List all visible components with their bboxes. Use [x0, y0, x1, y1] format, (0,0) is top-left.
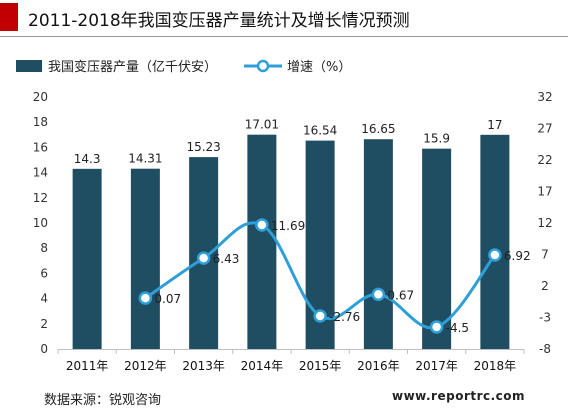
- y-left-tick-label: 12: [33, 191, 48, 205]
- line-value-label: 11.69: [271, 219, 305, 233]
- line-value-label: 0.67: [387, 288, 414, 302]
- bar-series: 14.3 14.31 15.23 17.01 16.54 16.65 15.9 17: [72, 118, 510, 349]
- line-value-label: -2.76: [329, 310, 360, 324]
- source-note: 数据来源：锐观咨询: [44, 393, 162, 408]
- title-bar: 2011-2018年我国变压器产量统计及增长情况预测: [0, 0, 568, 40]
- y-right-tick-label: 17: [537, 185, 552, 199]
- line-value-label: 6.43: [213, 252, 240, 266]
- line-point: [371, 287, 386, 302]
- y-left-tick-label: 20: [33, 90, 48, 104]
- page-title: 2011-2018年我国变压器产量统计及增长情况预测: [28, 11, 410, 31]
- y-left-tick-label: 0: [40, 342, 48, 356]
- y-left-tick-label: 6: [40, 266, 48, 280]
- legend-line-label: 增速（%）: [287, 60, 351, 75]
- y-right-tick-label: 2: [541, 279, 549, 293]
- bar: [247, 134, 277, 349]
- bar-value-label: 17: [487, 118, 502, 132]
- bar: [422, 148, 452, 349]
- line-value-label: -4.5: [446, 321, 469, 335]
- legend: 我国变压器产量（亿千伏安） 增速（%）: [16, 59, 351, 75]
- title-accent-block: [0, 3, 18, 31]
- line-point: [313, 309, 327, 323]
- y-left-tick-label: 2: [40, 317, 48, 331]
- y-right-tick-label: -3: [539, 311, 551, 325]
- y-left-tick-label: 14: [33, 166, 48, 180]
- legend-bar-label: 我国变压器产量（亿千伏安）: [48, 59, 217, 75]
- y-right-tick-label: 27: [537, 122, 552, 136]
- line-point: [138, 291, 153, 305]
- y-right-tick-label: -8: [539, 342, 551, 356]
- bar-value-label: 15.9: [423, 132, 450, 146]
- x-tick-label: 2013年: [182, 359, 225, 373]
- title-divider: [0, 36, 568, 37]
- combo-chart: 我国变压器产量（亿千伏安） 增速（%） 0 2 4 6 8 10 12 14 16 18 20 -8 -…: [16, 59, 553, 373]
- legend-bar-swatch: [16, 60, 42, 72]
- bar-value-label: 14.31: [128, 152, 162, 166]
- x-tick-label: 2017年: [415, 359, 458, 373]
- x-tick-label: 2012年: [124, 359, 167, 373]
- x-tick-label: 2015年: [299, 359, 342, 373]
- y-left-tick-label: 4: [40, 292, 48, 306]
- x-tick-label: 2016年: [357, 359, 400, 373]
- line-series: 0.07 6.43 11.69 -2.76 0.67 -4.5 6.92: [138, 218, 531, 335]
- line-value-label: 0.07: [154, 292, 181, 306]
- website-link[interactable]: www.reportrc.com: [392, 389, 526, 403]
- bar-value-label: 16.65: [361, 122, 395, 136]
- bar: [363, 139, 393, 349]
- legend-line-marker: [256, 59, 270, 73]
- y-left-tick-label: 8: [40, 241, 48, 255]
- bar-value-label: 17.01: [245, 118, 279, 132]
- y-right-tick-label: 7: [541, 248, 549, 262]
- x-axis-ticks: 2011年 2012年 2013年 2014年 2015年 2016年 2017年 2018年: [66, 359, 516, 373]
- bar-value-label: 15.23: [186, 140, 220, 154]
- y-right-tick-label: 32: [537, 90, 552, 104]
- y-left-tick-label: 18: [33, 115, 48, 129]
- line-point: [488, 248, 502, 262]
- y-left-tick-label: 10: [33, 216, 48, 230]
- y-right-tick-label: 22: [537, 153, 552, 167]
- bar: [480, 134, 510, 349]
- line-point: [429, 320, 444, 334]
- line-point: [196, 251, 211, 265]
- y-axis-left: 0 2 4 6 8 10 12 14 16 18 20: [33, 90, 48, 356]
- x-axis: [57, 349, 525, 354]
- x-tick-label: 2018年: [474, 359, 517, 373]
- bar-value-label: 16.54: [303, 124, 337, 138]
- bar-value-label: 14.3: [74, 152, 101, 166]
- bar: [72, 168, 102, 349]
- x-tick-label: 2014年: [241, 359, 284, 373]
- line-value-label: 6.92: [504, 249, 531, 263]
- bar: [130, 168, 160, 349]
- line-point: [255, 218, 269, 232]
- x-tick-label: 2011年: [66, 359, 109, 373]
- y-right-tick-label: 12: [537, 216, 552, 230]
- y-left-tick-label: 16: [33, 140, 48, 154]
